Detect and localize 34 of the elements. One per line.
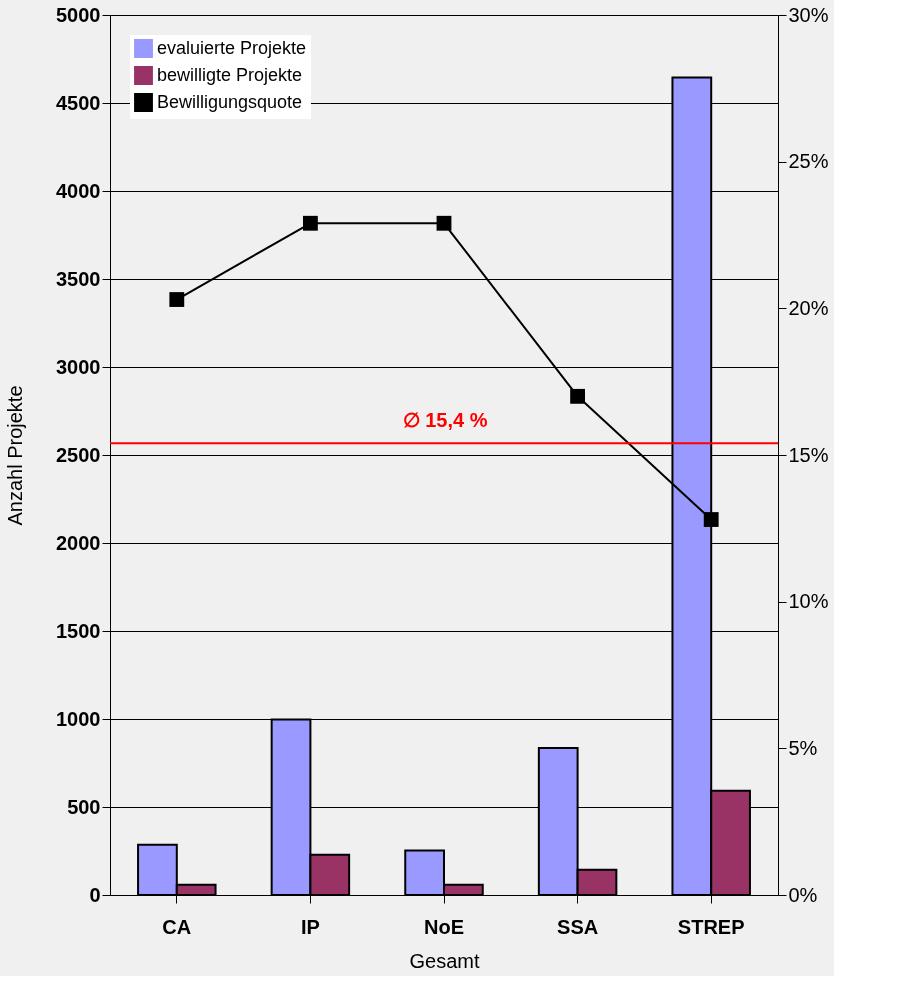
x-tick-label: NoE — [424, 915, 464, 938]
y-axis-title: Anzahl Projekte — [4, 385, 27, 526]
y2-tick-label: 25% — [788, 150, 829, 173]
x-tick-label: IP — [300, 915, 320, 938]
point — [703, 512, 719, 527]
y2-tick-label: 0% — [788, 883, 818, 906]
y-tick-label: 5000 — [56, 3, 101, 26]
y-tick-label: 3500 — [56, 267, 101, 290]
x-tick-label: STREP — [677, 915, 745, 938]
y-tick-label: 500 — [67, 795, 101, 818]
y2-tick-label: 15% — [788, 443, 829, 466]
x-tick-label: SSA — [557, 915, 599, 938]
point — [436, 215, 452, 231]
y-tick-label: 2500 — [56, 443, 101, 466]
y2-tick-label: 30% — [788, 3, 829, 26]
legend-label: bewilligte Projekte — [157, 64, 303, 85]
ref-line-label: ∅ 15,4 % — [402, 409, 488, 432]
y-tick-label: 3000 — [56, 355, 101, 378]
point — [570, 388, 586, 404]
y2-tick-label: 10% — [788, 590, 829, 613]
y-tick-label: 1000 — [56, 707, 101, 730]
legend-label: Bewilligungsquote — [157, 91, 303, 112]
y-tick-label: 0 — [89, 883, 101, 906]
point — [302, 215, 318, 231]
point — [169, 292, 185, 307]
legend-label: evaluierte Projekte — [157, 37, 307, 58]
x-tick-label: CA — [162, 915, 192, 938]
y-tick-label: 1500 — [56, 619, 101, 642]
y2-tick-label: 5% — [788, 736, 818, 759]
y-tick-label: 4500 — [56, 91, 101, 114]
y2-tick-label: 20% — [788, 296, 829, 319]
y-tick-label: 2000 — [56, 531, 101, 554]
x-axis-title: Gesamt — [409, 949, 480, 972]
y-tick-label: 4000 — [56, 179, 101, 202]
